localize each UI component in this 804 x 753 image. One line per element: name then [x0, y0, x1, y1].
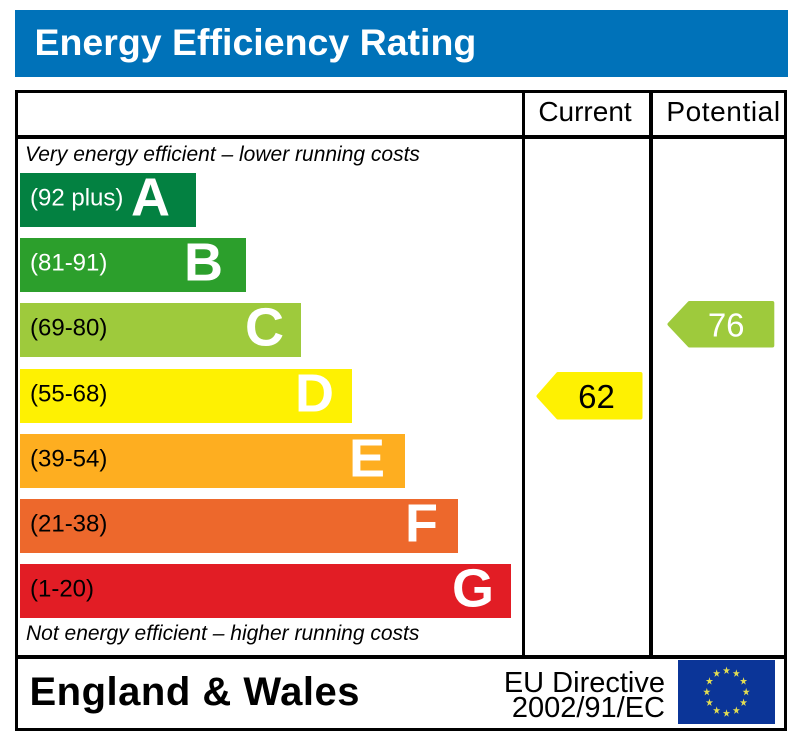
svg-text:76: 76 [707, 306, 744, 343]
svg-text:62: 62 [578, 377, 615, 414]
